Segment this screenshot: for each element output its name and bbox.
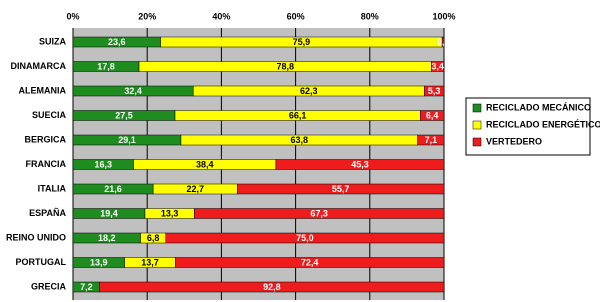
data-label: 75,9	[293, 37, 311, 47]
data-label: 22,7	[186, 184, 204, 194]
data-label: 55,7	[332, 184, 350, 194]
data-label: 92,8	[263, 282, 281, 292]
x-tick-label: 40%	[212, 11, 230, 21]
legend-label: VERTEDERO	[486, 136, 542, 146]
data-label: 27,5	[115, 110, 133, 120]
data-label: 78,8	[276, 61, 294, 71]
y-tick-label: REINO UNIDO	[6, 232, 66, 242]
data-label: 6,4	[426, 110, 439, 120]
bar-segment	[424, 85, 445, 97]
bar-segment	[417, 134, 445, 146]
y-tick-label: BERGICA	[24, 134, 66, 144]
data-label: 0,5	[437, 37, 450, 47]
data-label: 13,3	[161, 208, 179, 218]
data-label: 62,3	[300, 86, 318, 96]
data-label: 16,3	[94, 159, 112, 169]
data-label: 19,4	[100, 208, 118, 218]
y-tick-label: FRANCIA	[26, 159, 67, 169]
x-tick-label: 20%	[138, 11, 156, 21]
data-label: 29,1	[118, 135, 136, 145]
y-tick-label: DINAMARCA	[11, 61, 67, 71]
data-label: 67,3	[310, 208, 328, 218]
data-label: 72,4	[301, 257, 319, 267]
legend-swatch	[472, 103, 482, 113]
legend	[465, 97, 591, 156]
y-tick-label: ALEMANIA	[19, 85, 67, 95]
data-label: 18,2	[98, 233, 116, 243]
data-label: 75,0	[296, 233, 314, 243]
bar-segment	[194, 208, 445, 219]
data-label: 32,4	[124, 86, 142, 96]
y-tick-label: ESPAÑA	[29, 208, 66, 218]
data-label: 5,3	[428, 86, 441, 96]
bar-segment	[165, 232, 445, 244]
data-label: 13,7	[141, 257, 159, 267]
x-tick-label: 80%	[361, 11, 379, 21]
data-label: 66,1	[289, 110, 307, 120]
legend-swatch	[472, 120, 482, 130]
data-label: 45,3	[351, 159, 369, 169]
x-tick-label: 100%	[432, 11, 455, 21]
data-label: 13,9	[90, 257, 108, 267]
x-tick-label: 0%	[66, 11, 79, 21]
bar-segment	[237, 183, 445, 195]
x-tick-label: 60%	[287, 11, 305, 21]
data-label: 6,8	[147, 233, 160, 243]
legend-swatch	[472, 137, 482, 147]
legend-label: RECICLADO MECÁNICO	[486, 102, 591, 112]
bar-segment	[441, 36, 445, 48]
data-label: 63,8	[291, 135, 309, 145]
data-label: 38,4	[196, 159, 214, 169]
bar-segment	[431, 61, 445, 72]
y-tick-label: ITALIA	[38, 183, 67, 193]
data-label: 17,8	[97, 61, 115, 71]
bar-segment	[175, 257, 445, 268]
y-tick-label: GRECIA	[31, 281, 67, 291]
legend-label: RECICLADO ENERGÉTICO	[486, 119, 600, 129]
data-label: 23,6	[108, 37, 126, 47]
bar-segment	[420, 110, 445, 121]
bar-segment	[99, 281, 445, 293]
data-label: 7,1	[425, 135, 438, 145]
y-tick-label: PORTUGAL	[16, 257, 67, 267]
y-tick-label: SUIZA	[39, 36, 67, 46]
bar-segment	[275, 159, 445, 170]
y-tick-label: SUECIA	[32, 110, 67, 120]
data-label: 21,6	[104, 184, 122, 194]
data-label: 7,2	[80, 282, 93, 292]
data-label: 3,4	[431, 61, 444, 71]
